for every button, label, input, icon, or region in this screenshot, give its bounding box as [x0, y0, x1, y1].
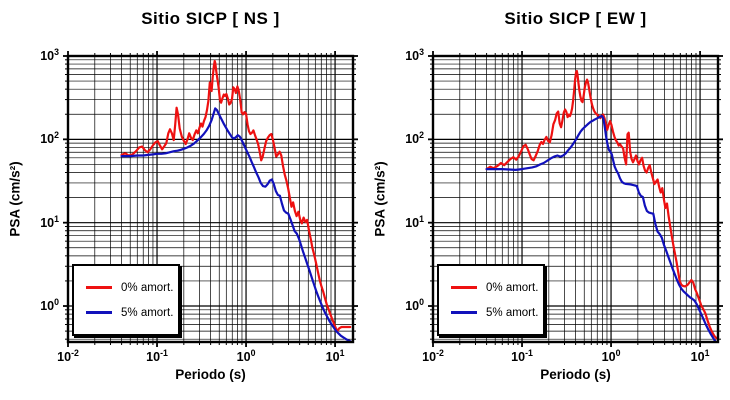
y-tick-label: 101 — [405, 213, 424, 230]
legend-entry-5pct: 5% amort. — [439, 305, 543, 321]
x-tick-label: 100 — [236, 348, 256, 365]
legend-entry-0pct: 0% amort. — [439, 280, 543, 296]
plot-ew: Sitio SICP [ EW ] Periodo (s) PSA (cm/s²… — [365, 0, 730, 400]
x-tick-label: 100 — [601, 348, 621, 365]
legend-line-swatch-5pct — [86, 311, 112, 314]
x-tick-label: 101 — [690, 348, 710, 365]
legend-entry-0pct: 0% amort. — [74, 280, 178, 296]
plot-canvas-ns — [63, 51, 358, 347]
y-tick-label: 103 — [40, 47, 59, 64]
legend-line-swatch-0pct — [86, 286, 112, 289]
y-tick-label: 102 — [405, 130, 424, 147]
legend-label-0pct: 0% amort. — [486, 281, 539, 294]
x-tick-label: 101 — [325, 348, 345, 365]
x-tick-label: 10-2 — [57, 348, 79, 365]
x-tick-label: 10-1 — [511, 348, 533, 365]
legend-line-swatch-5pct — [451, 311, 477, 314]
x-axis-label-ew: Periodo (s) — [540, 367, 611, 382]
legend-label-0pct: 0% amort. — [121, 281, 174, 294]
y-tick-label: 100 — [40, 297, 59, 314]
legend-ns: 0% amort. 5% amort. — [72, 264, 180, 336]
x-axis-label-ns: Periodo (s) — [175, 367, 246, 382]
legend-label-5pct: 5% amort. — [486, 306, 539, 319]
plot-ns: Sitio SICP [ NS ] Periodo (s) PSA (cm/s²… — [8, 9, 358, 382]
y-tick-label: 101 — [40, 213, 59, 230]
plot-title-ns: Sitio SICP [ NS ] — [141, 9, 280, 28]
plot-title-ew: Sitio SICP [ EW ] — [504, 9, 647, 28]
y-tick-label: 102 — [40, 130, 59, 147]
x-tick-label: 10-2 — [422, 348, 444, 365]
y-tick-label: 103 — [405, 47, 424, 64]
x-tick-label: 10-1 — [146, 348, 168, 365]
legend-label-5pct: 5% amort. — [121, 306, 174, 319]
legend-line-swatch-0pct — [451, 286, 477, 289]
legend-ew: 0% amort. 5% amort. — [437, 264, 545, 336]
y-tick-label: 100 — [405, 297, 424, 314]
legend-entry-5pct: 5% amort. — [74, 305, 178, 321]
